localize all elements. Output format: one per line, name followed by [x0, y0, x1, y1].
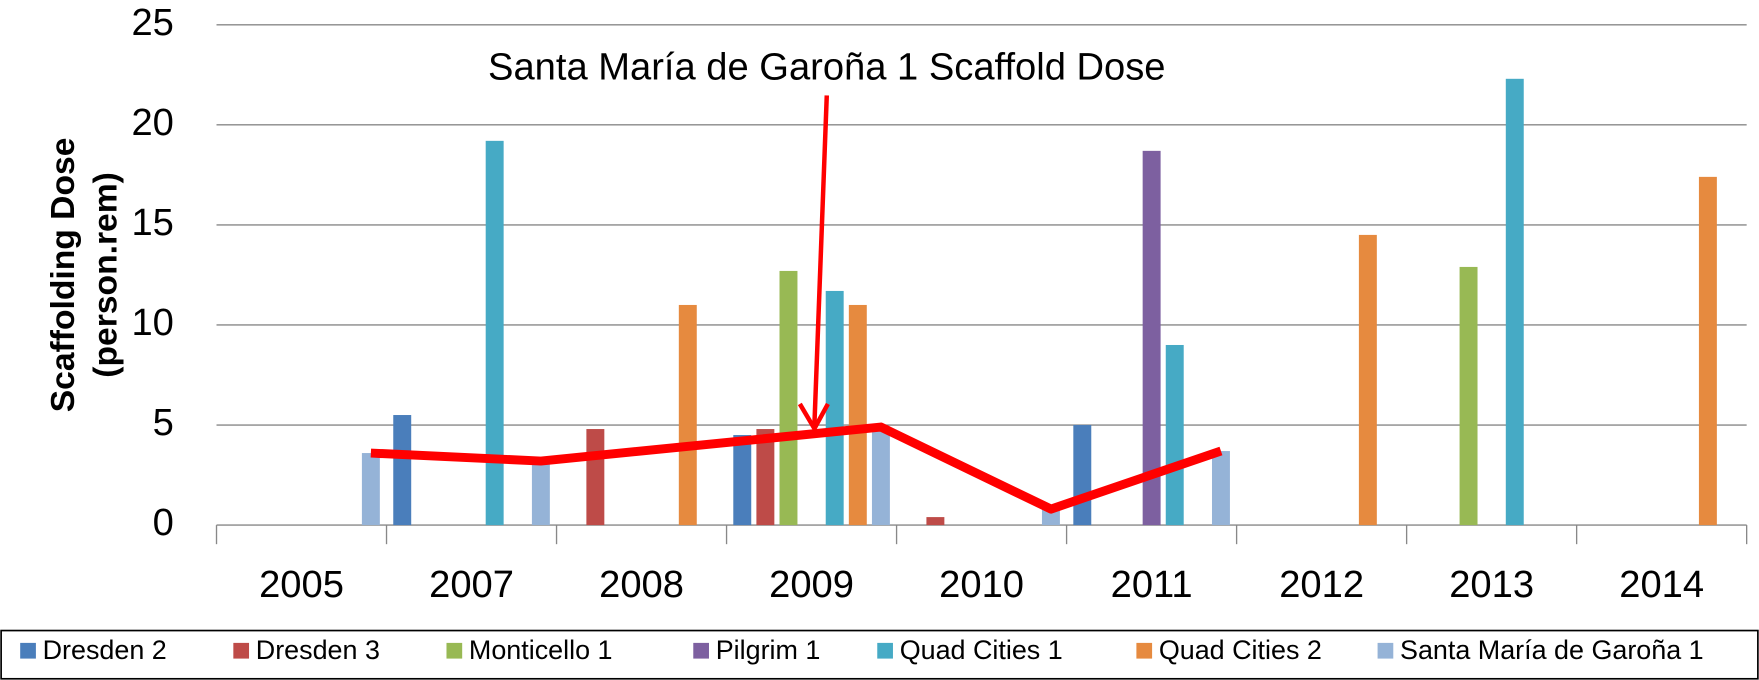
legend-swatch: [20, 642, 36, 659]
x-tick-label: 2009: [769, 563, 854, 606]
bar: [1211, 451, 1230, 526]
legend-swatch: [877, 642, 893, 659]
x-tick-label: 2008: [599, 563, 684, 606]
bar: [531, 461, 550, 526]
bar: [926, 517, 945, 526]
bar: [1358, 234, 1377, 526]
y-tick-label: 25: [131, 1, 173, 44]
legend-label: Pilgrim 1: [716, 635, 821, 665]
bar: [485, 140, 504, 526]
bar: [361, 453, 380, 526]
legend-swatch: [233, 642, 250, 659]
bar: [1142, 150, 1161, 526]
y-label-line: (person.rem): [88, 172, 125, 378]
x-tick-label: 2013: [1449, 563, 1534, 606]
y-tick-label: 0: [153, 501, 174, 544]
legend-label: Quad Cities 2: [1159, 635, 1322, 665]
y-tick-label: 10: [131, 301, 173, 344]
legend-swatch: [1136, 642, 1153, 659]
bar: [825, 290, 844, 526]
bar: [586, 429, 605, 526]
bar: [1165, 344, 1184, 526]
annotation-arrowhead: [797, 402, 830, 434]
x-tick-label: 2010: [939, 563, 1024, 606]
y-axis-title: Scaffolding Dose (person.rem): [45, 138, 125, 413]
legend-label: Quad Cities 1: [900, 635, 1063, 665]
annotation-text: Santa María de Garoña 1 Scaffold Dose: [488, 46, 1165, 89]
x-tick-label: 2007: [429, 563, 514, 606]
legend-label: Monticello 1: [469, 635, 613, 665]
y-label-line: Scaffolding Dose: [45, 138, 82, 413]
legend-label: Santa María de Garoña 1: [1400, 635, 1704, 665]
legend-label: Dresden 2: [43, 635, 167, 665]
bar: [393, 415, 412, 526]
bar: [1698, 176, 1717, 526]
x-tick-label: 2011: [1111, 563, 1193, 606]
legend-swatch: [446, 642, 463, 659]
x-tick-label: 2014: [1619, 563, 1704, 606]
bar: [1459, 266, 1478, 526]
legend-box: [0, 629, 1759, 680]
annotation-arrow: [812, 95, 830, 425]
x-tick-label: 2005: [259, 563, 344, 606]
bar: [1073, 425, 1092, 526]
annotation-line: [370, 422, 1223, 514]
bar: [756, 429, 775, 526]
y-tick-label: 5: [153, 401, 174, 444]
bar: [733, 435, 752, 526]
legend-swatch: [693, 642, 709, 659]
bar: [871, 427, 890, 526]
y-tick-label: 15: [131, 201, 173, 244]
y-tick-label: 20: [131, 101, 173, 144]
x-tick-label: 2012: [1279, 563, 1364, 606]
bar: [678, 304, 697, 526]
bar: [779, 270, 798, 526]
bar: [1041, 509, 1060, 526]
legend-label: Dresden 3: [256, 635, 380, 665]
bar: [1505, 78, 1524, 526]
legend-swatch: [1377, 642, 1394, 659]
bar: [848, 304, 867, 526]
